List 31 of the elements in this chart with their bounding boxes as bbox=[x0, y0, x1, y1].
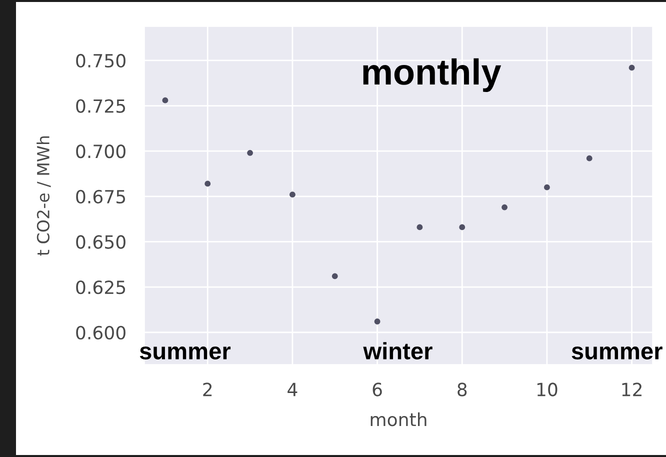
y-tick-label: 0.725 bbox=[76, 99, 126, 113]
point bbox=[586, 155, 592, 162]
y-axis-title: t CO2-e / MWh bbox=[36, 136, 51, 256]
x-axis-title: month bbox=[370, 412, 426, 426]
point bbox=[416, 224, 423, 230]
point bbox=[162, 97, 168, 104]
y-tick-label: 0.625 bbox=[76, 280, 126, 294]
point bbox=[459, 224, 466, 230]
point bbox=[247, 150, 253, 156]
point bbox=[332, 273, 338, 280]
point bbox=[374, 318, 380, 324]
x-tick-label: 4 bbox=[288, 382, 298, 396]
annotation: summer bbox=[572, 346, 662, 360]
y-tick-label: 0.650 bbox=[76, 235, 126, 249]
x-tick-label: 6 bbox=[372, 382, 382, 396]
point bbox=[204, 180, 211, 187]
y-tick-label: 0.750 bbox=[76, 54, 126, 68]
point bbox=[628, 64, 635, 71]
text: monthly bbox=[363, 58, 502, 92]
y-tick-label: 0.600 bbox=[76, 326, 126, 340]
y-tick-label: 0.700 bbox=[76, 144, 126, 158]
x-tick-label: 8 bbox=[458, 382, 467, 396]
x-tick-label: 12 bbox=[622, 382, 642, 396]
annotation: summer bbox=[140, 346, 231, 360]
x-tick-label: 10 bbox=[537, 382, 558, 396]
point bbox=[290, 192, 296, 198]
x-tick-label: 2 bbox=[203, 382, 212, 396]
point bbox=[544, 184, 550, 190]
point bbox=[502, 204, 508, 210]
annotation: winter bbox=[363, 342, 432, 360]
y-tick-label: 0.675 bbox=[76, 190, 126, 204]
